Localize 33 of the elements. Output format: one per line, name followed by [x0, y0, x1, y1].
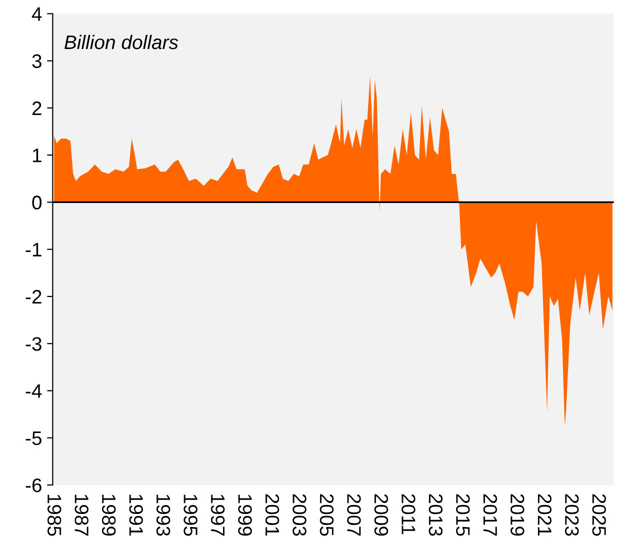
x-tick-label: 2023: [565, 494, 579, 536]
y-tick-label: -6: [26, 478, 42, 492]
y-axis-title: Billion dollars: [64, 34, 178, 50]
y-tick-label: 0: [32, 196, 42, 210]
x-tick-label: 2015: [456, 494, 470, 536]
x-tick-label: 2021: [538, 494, 552, 536]
y-tick-label: 2: [32, 101, 42, 115]
x-tick-label: 1997: [210, 494, 225, 536]
y-tick-label: 1: [32, 148, 42, 162]
y-tick-label: -2: [26, 290, 42, 304]
x-tick-label: 1995: [184, 494, 198, 536]
x-tick-label: 2017: [483, 494, 498, 536]
x-tick-label: 2007: [347, 494, 361, 536]
y-tick-label: -5: [26, 432, 42, 446]
x-tick-label: 2025: [592, 494, 606, 536]
x-tick-label: 1985: [47, 494, 62, 536]
y-tick-label: -4: [26, 384, 42, 398]
x-tick-label: 2005: [320, 494, 334, 536]
x-tick-label: 2001: [265, 494, 280, 536]
x-tick-label: 2011: [402, 494, 416, 534]
x-tick-label: 1993: [156, 494, 170, 536]
y-tick-label: 3: [32, 54, 42, 68]
x-tick-label: 2003: [292, 494, 306, 536]
x-tick-label: 1991: [129, 494, 143, 536]
x-tick-label: 1989: [102, 494, 116, 536]
y-tick-label: -3: [26, 337, 42, 351]
y-tick-label: -1: [26, 243, 42, 256]
x-tick-label: 1999: [238, 494, 252, 536]
y-tick-label: 4: [32, 7, 42, 21]
x-tick-label: 2009: [374, 494, 388, 536]
x-tick-label: 1987: [74, 494, 88, 536]
x-tick-label: 2013: [428, 494, 443, 536]
x-tick-label: 2019: [510, 494, 524, 536]
